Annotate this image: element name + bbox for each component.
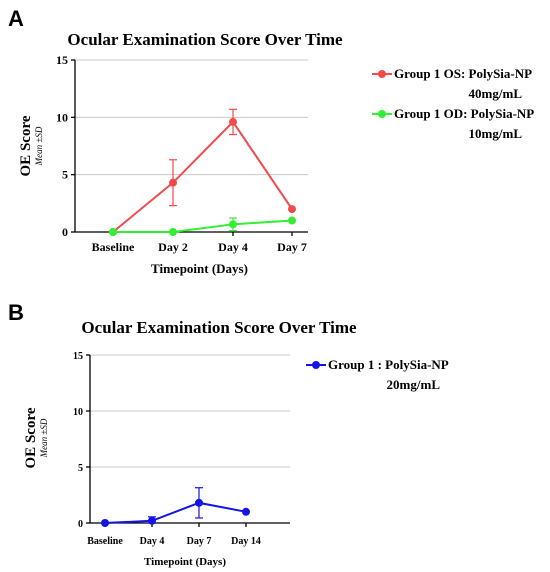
x-tick-label: Day 2 — [158, 240, 188, 254]
legend-label-line2: 40mg/mL — [469, 86, 523, 101]
x-tick-label: Day 14 — [231, 536, 261, 547]
x-axis-label: Timepoint (Days) — [151, 261, 248, 276]
y-tick-label: 15 — [56, 53, 68, 67]
chart-b: Ocular Examination Score Over Time 0 5 10 15… — [23, 318, 449, 568]
legend-marker — [312, 361, 320, 369]
x-tick-label: Day 7 — [187, 536, 212, 547]
data-point — [229, 117, 237, 126]
y-tick-label: 0 — [78, 519, 83, 530]
y-axis-label: OE Score — [18, 115, 34, 176]
data-point — [101, 519, 109, 527]
y-axis-sublabel: Mean ±SD — [34, 126, 44, 166]
data-point — [169, 228, 177, 236]
x-tick-label: Baseline — [87, 536, 123, 547]
y-tick-label: 10 — [56, 110, 68, 124]
legend-marker — [378, 110, 386, 118]
chart-a: Ocular Examination Score Over Time 0 5 10 15… — [18, 30, 534, 276]
y-tick-label: 5 — [62, 168, 68, 182]
legend-label-line2: 20mg/mL — [387, 377, 441, 392]
y-axis-sublabel: Mean ±SD — [39, 418, 49, 458]
x-tick-label: Baseline — [92, 240, 135, 254]
y-axis-label: OE Score — [23, 407, 39, 468]
x-axis-label: Timepoint (Days) — [144, 556, 226, 568]
data-point — [148, 516, 156, 525]
legend-label: Group 1 OS: PolySia-NP — [394, 66, 532, 81]
data-point — [229, 220, 237, 229]
legend-marker — [378, 70, 386, 78]
y-tick-label: 5 — [78, 463, 83, 474]
y-tick-label: 10 — [73, 407, 83, 418]
legend-label: Group 1 OD: PolySia-NP — [394, 106, 534, 121]
chart-title: Ocular Examination Score Over Time — [67, 30, 343, 49]
x-tick-label: Day 7 — [277, 240, 307, 254]
legend-label-line2: 10mg/mL — [469, 126, 523, 141]
x-tick-label: Day 4 — [140, 536, 165, 547]
data-point — [288, 205, 296, 214]
series-line — [112, 120, 293, 233]
series-line — [104, 501, 247, 524]
legend-label: Group 1 : PolySia-NP — [328, 357, 449, 372]
data-point — [242, 507, 250, 516]
panel-label-b: B — [8, 300, 24, 325]
y-tick-label: 0 — [62, 225, 68, 239]
panel-label-a: A — [8, 6, 24, 31]
y-tick-label: 15 — [73, 351, 83, 362]
series-line — [113, 219, 293, 233]
chart-title: Ocular Examination Score Over Time — [81, 318, 357, 337]
data-point — [109, 228, 117, 236]
data-point — [169, 178, 177, 187]
data-point — [195, 498, 203, 507]
data-point — [288, 216, 296, 225]
x-tick-label: Day 4 — [218, 240, 248, 254]
